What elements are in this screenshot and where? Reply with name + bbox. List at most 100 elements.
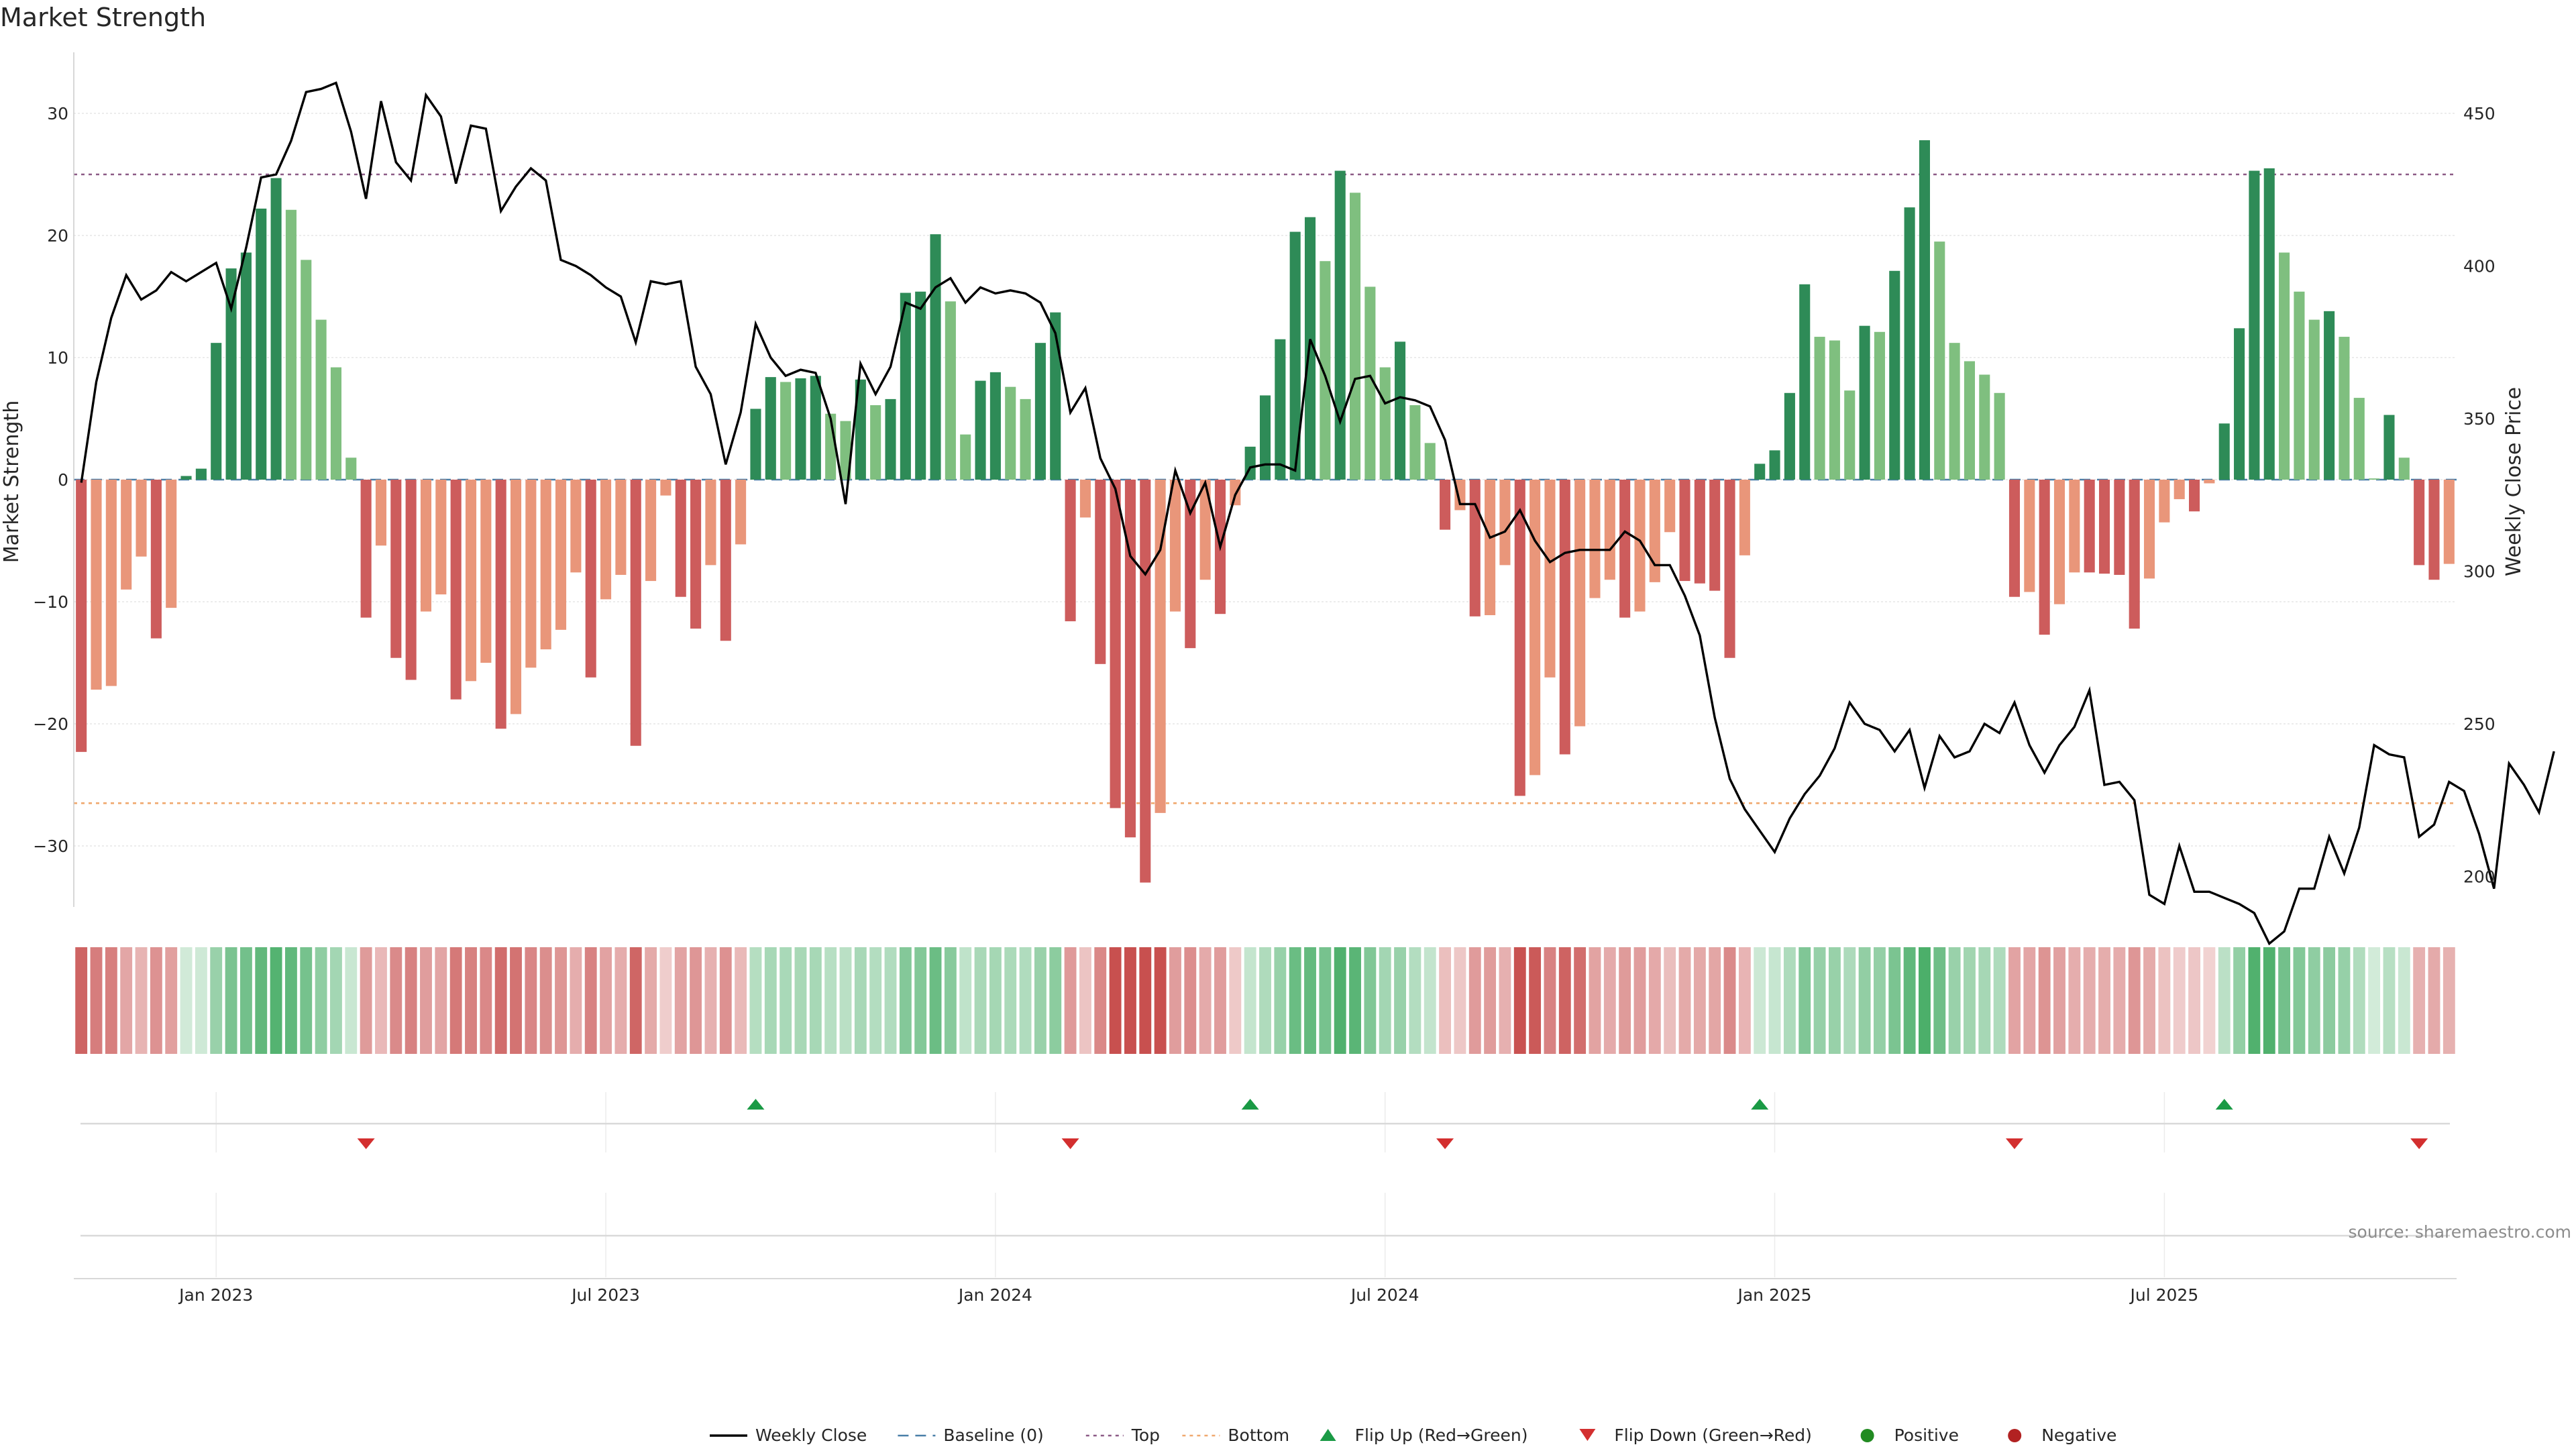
strength-bar	[915, 291, 926, 480]
strength-bar	[2294, 291, 2305, 480]
legend-label: Negative	[2041, 1426, 2116, 1445]
strength-bar	[2174, 480, 2185, 500]
heat-cell	[525, 947, 537, 1054]
strength-bar	[1769, 450, 1780, 480]
source-note: source: sharemaestro.com	[2349, 1222, 2572, 1242]
heat-cell	[2023, 947, 2036, 1054]
heat-cell	[2128, 947, 2141, 1054]
strength-bar	[1169, 480, 1181, 612]
strength-bar	[2369, 478, 2380, 480]
heat-cell	[270, 947, 282, 1054]
strength-bar	[2098, 480, 2110, 574]
heat-cell	[1529, 947, 1542, 1054]
strength-bar	[1934, 241, 1945, 480]
heat-cell	[449, 947, 462, 1054]
strength-bar	[1199, 480, 1211, 580]
left-tick-label: −10	[33, 592, 68, 612]
strength-bar	[2353, 398, 2365, 480]
heat-cell	[165, 947, 178, 1054]
strength-bar	[1095, 480, 1106, 664]
heat-cell	[180, 947, 193, 1054]
strength-bar	[1814, 337, 1825, 480]
heat-cell	[1439, 947, 1452, 1054]
right-tick-label: 350	[2463, 409, 2496, 429]
heat-cell	[1783, 947, 1796, 1054]
heat-cell	[1603, 947, 1616, 1054]
legend-item: Top	[1085, 1426, 1160, 1445]
legend-label: Positive	[1894, 1426, 1959, 1445]
strength-bar	[1440, 480, 1451, 530]
heat-cell	[944, 947, 957, 1054]
strength-bar	[885, 398, 896, 480]
heat-cell	[510, 947, 522, 1054]
strength-bar	[555, 480, 567, 630]
heat-cell	[1454, 947, 1466, 1054]
heat-cell	[2293, 947, 2306, 1054]
strength-bar	[390, 480, 402, 658]
heat-cell	[749, 947, 762, 1054]
strength-bar	[480, 480, 492, 663]
strength-bar	[121, 480, 132, 590]
strength-bar	[1664, 480, 1676, 533]
strength-bar	[2069, 480, 2080, 573]
heat-cell	[420, 947, 432, 1054]
strength-bar	[136, 480, 147, 557]
heat-cell	[959, 947, 972, 1054]
heat-cell	[360, 947, 372, 1054]
heat-cell	[1948, 947, 1961, 1054]
strength-bar	[2398, 458, 2410, 480]
heat-cell	[645, 947, 657, 1054]
heat-cell	[330, 947, 342, 1054]
heat-cell	[674, 947, 687, 1054]
heat-cell	[90, 947, 103, 1054]
heat-cell	[1349, 947, 1361, 1054]
heat-cell	[390, 947, 402, 1054]
legend: Weekly Close Baseline (0) Top Bottom Flip Up…	[710, 1426, 2116, 1445]
legend-item: Baseline (0)	[898, 1426, 1044, 1445]
strength-bar	[2129, 480, 2140, 629]
strength-bar	[105, 480, 117, 686]
heat-cell	[1633, 947, 1646, 1054]
strength-bar	[2143, 480, 2155, 579]
heat-cell	[2203, 947, 2216, 1054]
heat-cell	[2263, 947, 2275, 1054]
heat-cell	[1468, 947, 1481, 1054]
strength-bar	[2053, 480, 2065, 604]
strength-bar	[2428, 480, 2440, 580]
heat-cell	[1648, 947, 1661, 1054]
flip-markers-panel	[80, 1092, 2450, 1277]
left-tick-label: 30	[47, 104, 68, 123]
strength-bar	[690, 480, 702, 629]
weekly-close-line	[80, 81, 2555, 946]
strength-bar	[2279, 252, 2290, 480]
heat-cell	[1574, 947, 1587, 1054]
legend-item: Flip Up (Red→Green)	[1320, 1426, 1527, 1445]
heat-cell	[2068, 947, 2081, 1054]
legend-item: Positive	[1860, 1426, 1959, 1445]
chart-title: Market Strength	[0, 3, 206, 32]
left-tick-label: −30	[33, 837, 68, 856]
flip-down-marker	[2005, 1138, 2023, 1149]
flip-down-marker	[2410, 1138, 2428, 1149]
heat-cell	[989, 947, 1002, 1054]
strength-bar	[675, 480, 686, 597]
strength-bar	[375, 480, 387, 546]
legend-label: Top	[1131, 1426, 1160, 1445]
strength-bar	[975, 380, 986, 480]
strength-bar	[315, 319, 327, 480]
strength-bar	[2084, 480, 2095, 573]
strength-bar	[989, 372, 1001, 480]
heat-cell	[1858, 947, 1871, 1054]
strength-bar	[1334, 170, 1346, 480]
heat-cell	[839, 947, 852, 1054]
heat-cell	[1304, 947, 1316, 1054]
heat-cell	[2038, 947, 2051, 1054]
heat-cell	[1229, 947, 1242, 1054]
strength-bar	[1979, 374, 1990, 480]
left-tick-label: 10	[47, 348, 68, 368]
heat-cell	[300, 947, 313, 1054]
strength-bar	[900, 292, 911, 480]
heat-cell	[1169, 947, 1181, 1054]
heat-cell	[600, 947, 612, 1054]
legend-swatch-negative	[2008, 1429, 2022, 1442]
